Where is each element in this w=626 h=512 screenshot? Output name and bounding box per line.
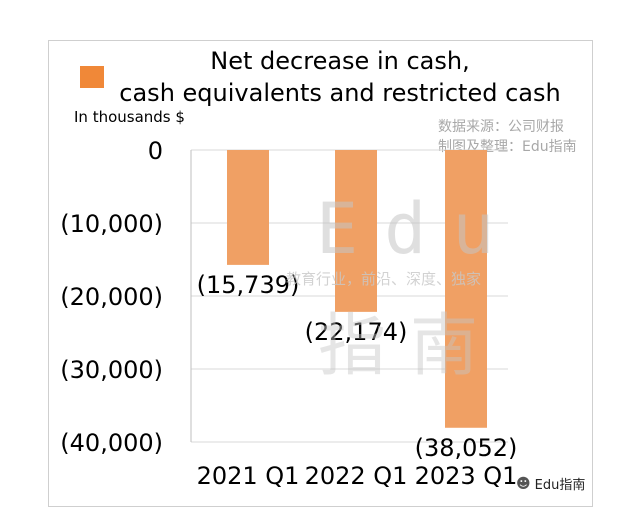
data-label: (38,052)	[415, 434, 518, 462]
chart-title-line-1: Net decrease in cash,	[210, 47, 470, 75]
y-tick-label: (10,000)	[60, 210, 163, 238]
y-tick-label: 0	[148, 137, 163, 165]
wechat-icon: ☻	[516, 475, 531, 492]
watermark-zhinan: 指南	[318, 307, 503, 386]
bar	[227, 150, 269, 265]
legend-swatch	[80, 66, 104, 88]
watermark-slogan: 教育行业，前沿、深度、独家	[286, 270, 482, 288]
x-tick-label: 2023 Q1	[415, 462, 518, 490]
y-tick-label: (30,000)	[60, 356, 163, 384]
bar	[335, 150, 377, 312]
y-axis-label: In thousands $	[74, 108, 185, 126]
bar	[445, 150, 487, 428]
y-tick-label: (20,000)	[60, 283, 163, 311]
chart-frame	[48, 40, 593, 507]
y-tick-label: (40,000)	[60, 429, 163, 457]
brand-footer: ☻ Edu指南	[516, 474, 586, 494]
x-tick-label: 2022 Q1	[305, 462, 408, 490]
chart-title-line-2: cash equivalents and restricted cash	[119, 79, 561, 107]
data-label: (15,739)	[197, 271, 300, 299]
data-label: (22,174)	[305, 318, 408, 346]
watermark-source: 数据来源：公司财报	[438, 119, 564, 135]
x-tick-label: 2021 Q1	[197, 462, 300, 490]
brand-label: Edu指南	[534, 478, 586, 493]
watermark-edu: Edu	[316, 188, 521, 270]
